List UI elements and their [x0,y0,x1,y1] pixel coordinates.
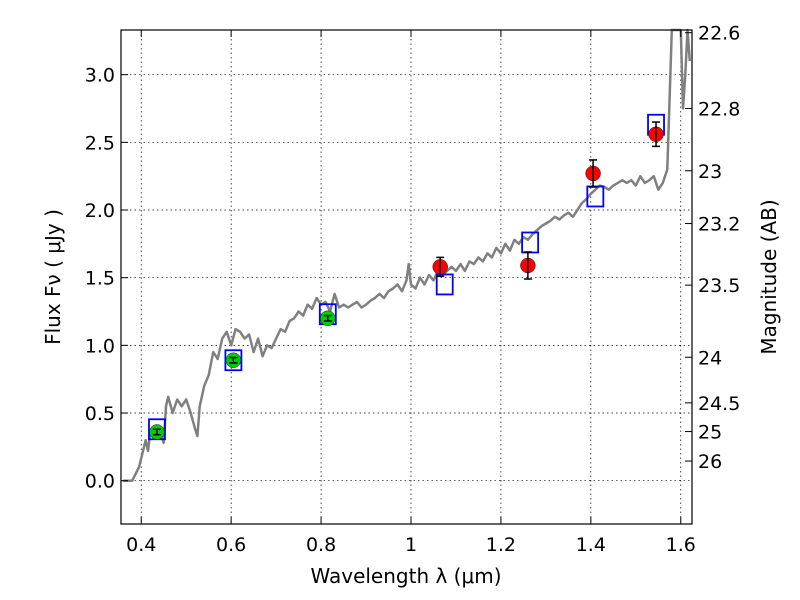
y-tick-label: 0.0 [85,471,115,493]
ticks: 0.4 0.6 0.8 1 1.2 1.4 1.6 0.0 0.5 1.0 1.5 2.0 2.5 3.0… [85,23,741,556]
x-tick-label: 1.2 [486,534,516,556]
y-tick-label: 3.0 [85,65,115,87]
markers-layer [148,113,665,441]
y-tick-label: 0.5 [85,403,115,425]
y2-tick-label: 24.5 [698,393,740,415]
x-tick-label: 0.6 [216,534,246,556]
y-tick-label: 2.0 [85,200,115,222]
x-tick-label: 1 [405,534,417,556]
model-photometry-square [435,273,454,296]
x-tick-label: 0.8 [306,534,336,556]
y2-axis-label: Magnitude (AB) [757,199,781,354]
x-tick-label: 1.4 [576,534,606,556]
x-axis-label: Wavelength λ (μm) [310,564,501,588]
y2-tick-label: 26 [698,451,722,473]
y2-tick-label: 23.2 [698,214,740,236]
x-tick-label: 1.6 [666,534,696,556]
x-tick-label: 0.4 [126,534,156,556]
y-axis-label: Flux Fν ( μJy ) [41,209,65,345]
y2-tick-label: 23.5 [698,275,740,297]
grid [121,30,692,524]
y2-tick-label: 24 [698,347,722,369]
y-tick-label: 2.5 [85,132,115,154]
y2-tick-label: 23 [698,161,722,183]
plot-frame [120,29,693,525]
y2-tick-label: 25 [698,422,722,444]
y-tick-label: 1.0 [85,335,115,357]
y-tick-label: 1.5 [85,268,115,290]
y2-tick-label: 22.8 [698,98,740,120]
model-photometry-square [224,349,243,372]
y2-tick-label: 22.6 [698,23,740,45]
